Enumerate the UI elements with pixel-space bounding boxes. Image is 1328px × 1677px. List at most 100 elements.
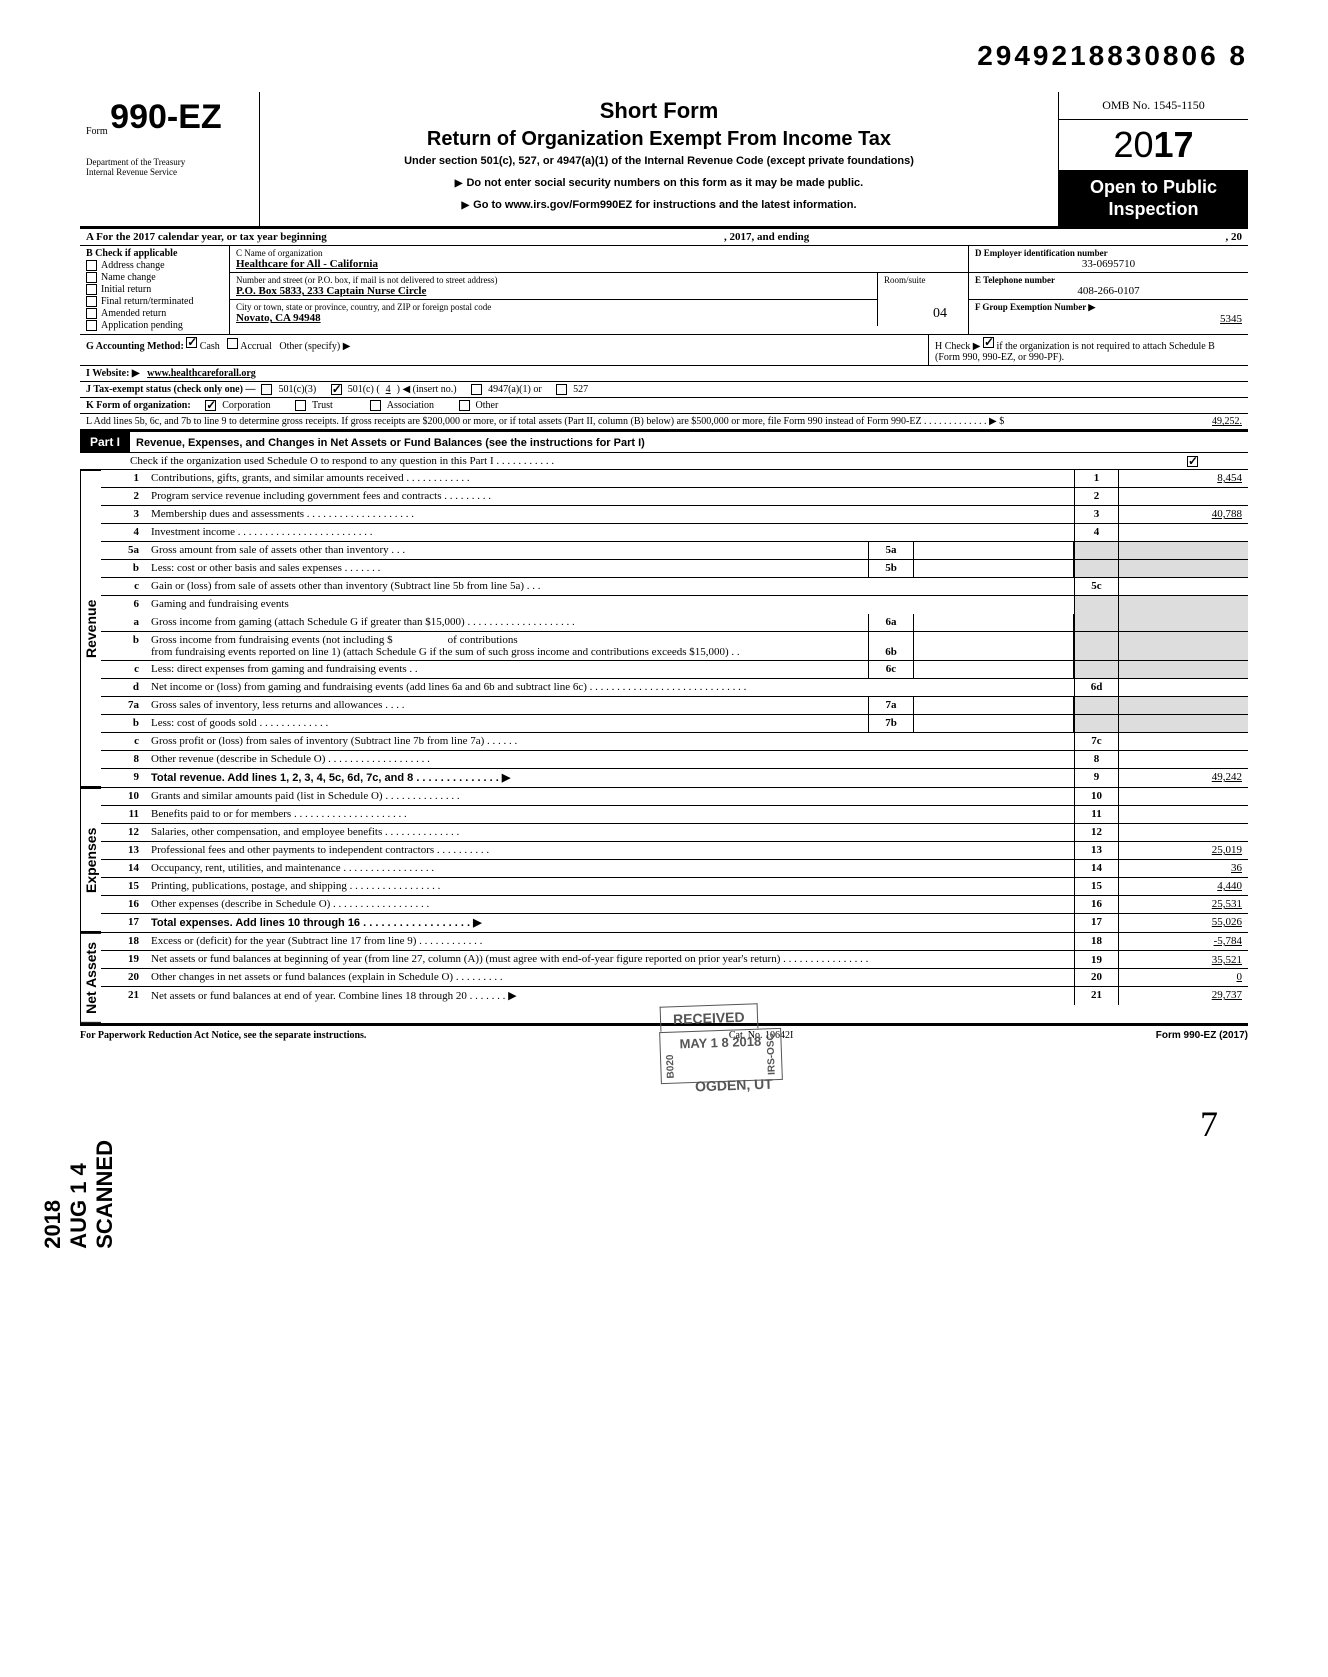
line-20-val: 0 [1118,969,1248,986]
line-7a-val [914,697,1074,714]
line-20-desc: Other changes in net assets or fund bala… [145,969,1074,986]
check-name-change[interactable] [86,272,97,283]
check-final-return[interactable] [86,296,97,307]
line-16-val: 25,531 [1118,896,1248,913]
part-1-check-text: Check if the organization used Schedule … [130,455,1187,467]
line-3-val: 40,788 [1118,506,1248,523]
line-6a-desc: Gross income from gaming (attach Schedul… [145,614,868,631]
check-501c[interactable] [331,384,342,395]
check-other-org[interactable] [459,400,470,411]
check-accrual[interactable] [227,338,238,349]
row-l-value: 49,252. [1122,416,1242,427]
stamp-received: RECEIVED [660,1003,758,1031]
line-1-val: 8,454 [1118,470,1248,487]
street-value: P.O. Box 5833, 233 Captain Nurse Circle [236,285,871,297]
phone-label: E Telephone number [975,275,1242,285]
check-not-required[interactable] [983,337,994,348]
instruction-1: Do not enter social security numbers on … [272,177,1046,189]
group-exemption-label: F Group Exemption Number ▶ [975,302,1242,313]
row-l-text: L Add lines 5b, 6c, and 7b to line 9 to … [86,416,1116,427]
check-corporation[interactable] [205,400,216,411]
city-label: City or town, state or province, country… [236,302,871,312]
check-association[interactable] [370,400,381,411]
line-3-desc: Membership dues and assessments . . . . … [145,506,1074,523]
city-value: Novato, CA 94948 [236,312,871,324]
under-section: Under section 501(c), 527, or 4947(a)(1)… [272,155,1046,167]
check-4947[interactable] [471,384,482,395]
org-name-label: C Name of organization [236,248,962,258]
handwritten-id: 2949218830806 8 [80,40,1248,72]
line-2-val [1118,488,1248,505]
form-footer: Form 990-EZ (2017) [1156,1030,1248,1041]
association-label: Association [387,400,434,411]
phone-value: 408-266-0107 [975,285,1242,297]
check-501c3[interactable] [261,384,272,395]
line-14-desc: Occupancy, rent, utilities, and maintena… [145,860,1074,877]
check-label: Final return/terminated [101,296,193,307]
paperwork-notice: For Paperwork Reduction Act Notice, see … [80,1030,366,1041]
line-9-val: 49,242 [1118,769,1248,787]
check-label: Name change [101,272,156,283]
line-4-desc: Investment income . . . . . . . . . . . … [145,524,1074,541]
line-8-val [1118,751,1248,768]
part-1-title: Revenue, Expenses, and Changes in Net As… [130,435,651,451]
open-to-public: Open to Public Inspection [1058,171,1248,226]
check-address-change[interactable] [86,260,97,271]
line-15-desc: Printing, publications, postage, and shi… [145,878,1074,895]
line-2-desc: Program service revenue including govern… [145,488,1074,505]
tax-exempt-label: J Tax-exempt status (check only one) — [86,384,255,395]
line-13-val: 25,019 [1118,842,1248,859]
other-specify-label: Other (specify) ▶ [279,341,350,352]
trust-label: Trust [312,400,333,411]
accounting-method-label: G Accounting Method: [86,341,184,352]
row-a-end2: , 20 [968,229,1248,245]
line-6b-val [914,632,1074,660]
street-label: Number and street (or P.O. box, if mail … [236,275,871,285]
line-12-val [1118,824,1248,841]
omb-number: OMB No. 1545-1150 [1058,92,1248,120]
line-5b-desc: Less: cost or other basis and sales expe… [145,560,868,577]
return-title: Return of Organization Exempt From Incom… [272,128,1046,151]
insert-no-label: ) ◀ (insert no.) [397,384,457,395]
row-a-begin: A For the 2017 calendar year, or tax yea… [80,229,718,245]
expenses-side-label: Expenses [80,788,101,932]
line-13-desc: Professional fees and other payments to … [145,842,1074,859]
group-exemption-value: 5345 [975,313,1242,325]
line-7b-val [914,715,1074,732]
line-14-val: 36 [1118,860,1248,877]
check-amended-return[interactable] [86,308,97,319]
check-initial-return[interactable] [86,284,97,295]
label-501c3: 501(c)(3) [278,384,316,395]
tax-year: 2017 [1058,120,1248,171]
line-8-desc: Other revenue (describe in Schedule O) .… [145,751,1074,768]
line-5c-desc: Gain or (loss) from sale of assets other… [145,578,1074,595]
check-527[interactable] [556,384,567,395]
line-7b-desc: Less: cost of goods sold . . . . . . . .… [145,715,868,732]
check-schedule-o[interactable] [1187,456,1198,467]
ein-label: D Employer identification number [975,248,1242,258]
line-7c-val [1118,733,1248,750]
check-trust[interactable] [295,400,306,411]
page-number-handwritten: 7 [1200,1103,1218,1145]
net-assets-side-label: Net Assets [80,933,101,1023]
short-form-title: Short Form [272,98,1046,124]
line-4-val [1118,524,1248,541]
form-prefix: Form [86,126,108,137]
line-19-desc: Net assets or fund balances at beginning… [145,951,1074,968]
check-cash[interactable] [186,337,197,348]
line-21-val: 29,737 [1118,987,1248,1005]
check-application-pending[interactable] [86,320,97,331]
check-label: Amended return [101,308,166,319]
label-501c: 501(c) ( [348,384,380,395]
line-7a-desc: Gross sales of inventory, less returns a… [145,697,868,714]
revenue-side-label: Revenue [80,470,101,787]
cash-label: Cash [200,341,220,352]
line-5a-desc: Gross amount from sale of assets other t… [145,542,868,559]
check-label: Address change [101,260,165,271]
line-6d-val [1118,679,1248,696]
row-a-end1: , 2017, and ending [718,229,968,245]
line-6d-desc: Net income or (loss) from gaming and fun… [145,679,1074,696]
corporation-label: Corporation [222,400,270,411]
line-10-val [1118,788,1248,805]
line-17-desc: Total expenses. Add lines 10 through 16 … [145,914,1074,932]
